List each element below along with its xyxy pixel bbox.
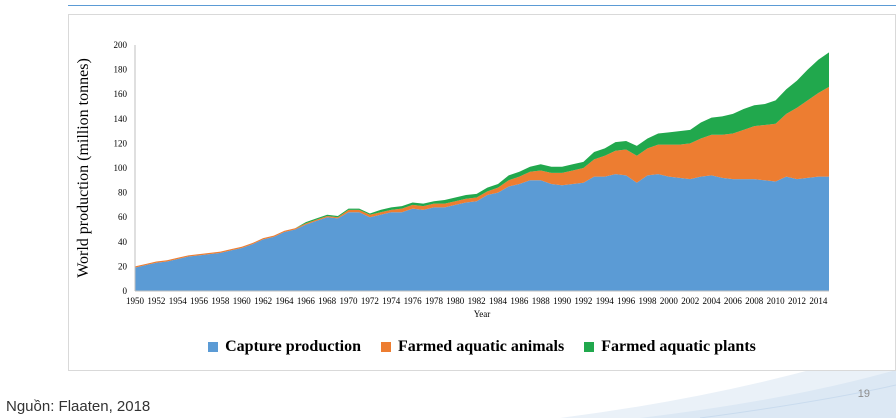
x-tick-label: 1974	[382, 296, 401, 306]
x-tick-label: 1954	[169, 296, 188, 306]
x-tick-label: 1988	[532, 296, 551, 306]
legend-item-3: Farmed aquatic plants	[584, 338, 756, 356]
legend-label: Farmed aquatic animals	[397, 338, 565, 355]
y-tick-label: 40	[118, 237, 128, 247]
x-tick-label: 2012	[788, 296, 806, 306]
page-number: 19	[857, 388, 870, 400]
x-tick-label: 1952	[147, 296, 165, 306]
chart-frame: 0 20 40 60 80 100 120 140 160 180 200 1950 1952 1954…	[68, 14, 896, 371]
x-tick-label: 1976	[404, 296, 423, 306]
legend-item-1: Capture production	[208, 338, 361, 356]
y-tick-label: 180	[114, 65, 128, 75]
x-tick-label: 1966	[297, 296, 316, 306]
x-tick-label: 1992	[574, 296, 592, 306]
x-tick-label: 2008	[745, 296, 764, 306]
x-tick-label: 1968	[318, 296, 337, 306]
legend-swatch	[380, 342, 391, 352]
y-tick-label: 60	[118, 212, 128, 222]
legend-swatch	[584, 342, 595, 352]
x-tick-label: 1994	[596, 296, 615, 306]
chart-areas	[135, 52, 829, 291]
x-tick-label: 1978	[425, 296, 444, 306]
y-tick-label: 120	[114, 138, 128, 148]
y-tick-label: 0	[123, 286, 128, 296]
legend-label: Farmed aquatic plants	[601, 338, 756, 355]
series-area-2	[135, 86, 829, 268]
x-tick-label: 2006	[724, 296, 743, 306]
x-tick-label: 1996	[617, 296, 636, 306]
x-tick-label: 1980	[446, 296, 465, 306]
x-tick-label: 1982	[468, 296, 486, 306]
y-axis-title: World production (million tonnes)	[75, 58, 92, 278]
x-tick-label: 1958	[211, 296, 230, 306]
y-tick-label: 100	[114, 163, 128, 173]
area-chart: 0 20 40 60 80 100 120 140 160 180 200 1950 1952 1954…	[75, 40, 829, 319]
legend-swatch	[208, 342, 219, 352]
x-tick-label: 2010	[767, 296, 786, 306]
y-axis: 0 20 40 60 80 100 120 140 160 180 200	[114, 40, 136, 296]
x-tick-label: 1960	[233, 296, 252, 306]
y-tick-label: 140	[114, 114, 128, 124]
x-tick-label: 2014	[809, 296, 828, 306]
x-tick-label: 1964	[275, 296, 294, 306]
chart-legend: Capture production Farmed aquatic animals…	[69, 338, 895, 356]
y-tick-label: 20	[118, 261, 128, 271]
x-tick-label: 2002	[681, 296, 699, 306]
y-tick-label: 200	[114, 40, 128, 50]
x-tick-label: 1990	[553, 296, 572, 306]
x-tick-label: 1950	[126, 296, 145, 306]
series-area-1	[135, 174, 829, 291]
x-tick-label: 2000	[660, 296, 679, 306]
x-tick-label: 1972	[361, 296, 379, 306]
x-tick-label: 1956	[190, 296, 209, 306]
y-tick-label: 80	[118, 188, 128, 198]
source-citation: Nguồn: Flaaten, 2018	[6, 398, 151, 415]
x-tick-label: 1970	[340, 296, 359, 306]
x-axis-title: Year	[474, 309, 491, 319]
legend-item-2: Farmed aquatic animals	[380, 338, 565, 356]
y-tick-label: 160	[114, 89, 128, 99]
header-rule	[68, 5, 896, 6]
x-tick-label: 1984	[489, 296, 508, 306]
x-tick-label: 1962	[254, 296, 272, 306]
x-tick-label: 1986	[510, 296, 529, 306]
x-axis: 1950 1952 1954 1956 1958 1960 1962 1964 1966 1968…	[126, 290, 829, 306]
x-tick-label: 1998	[638, 296, 657, 306]
legend-label: Capture production	[225, 338, 361, 355]
x-tick-label: 2004	[703, 296, 722, 306]
